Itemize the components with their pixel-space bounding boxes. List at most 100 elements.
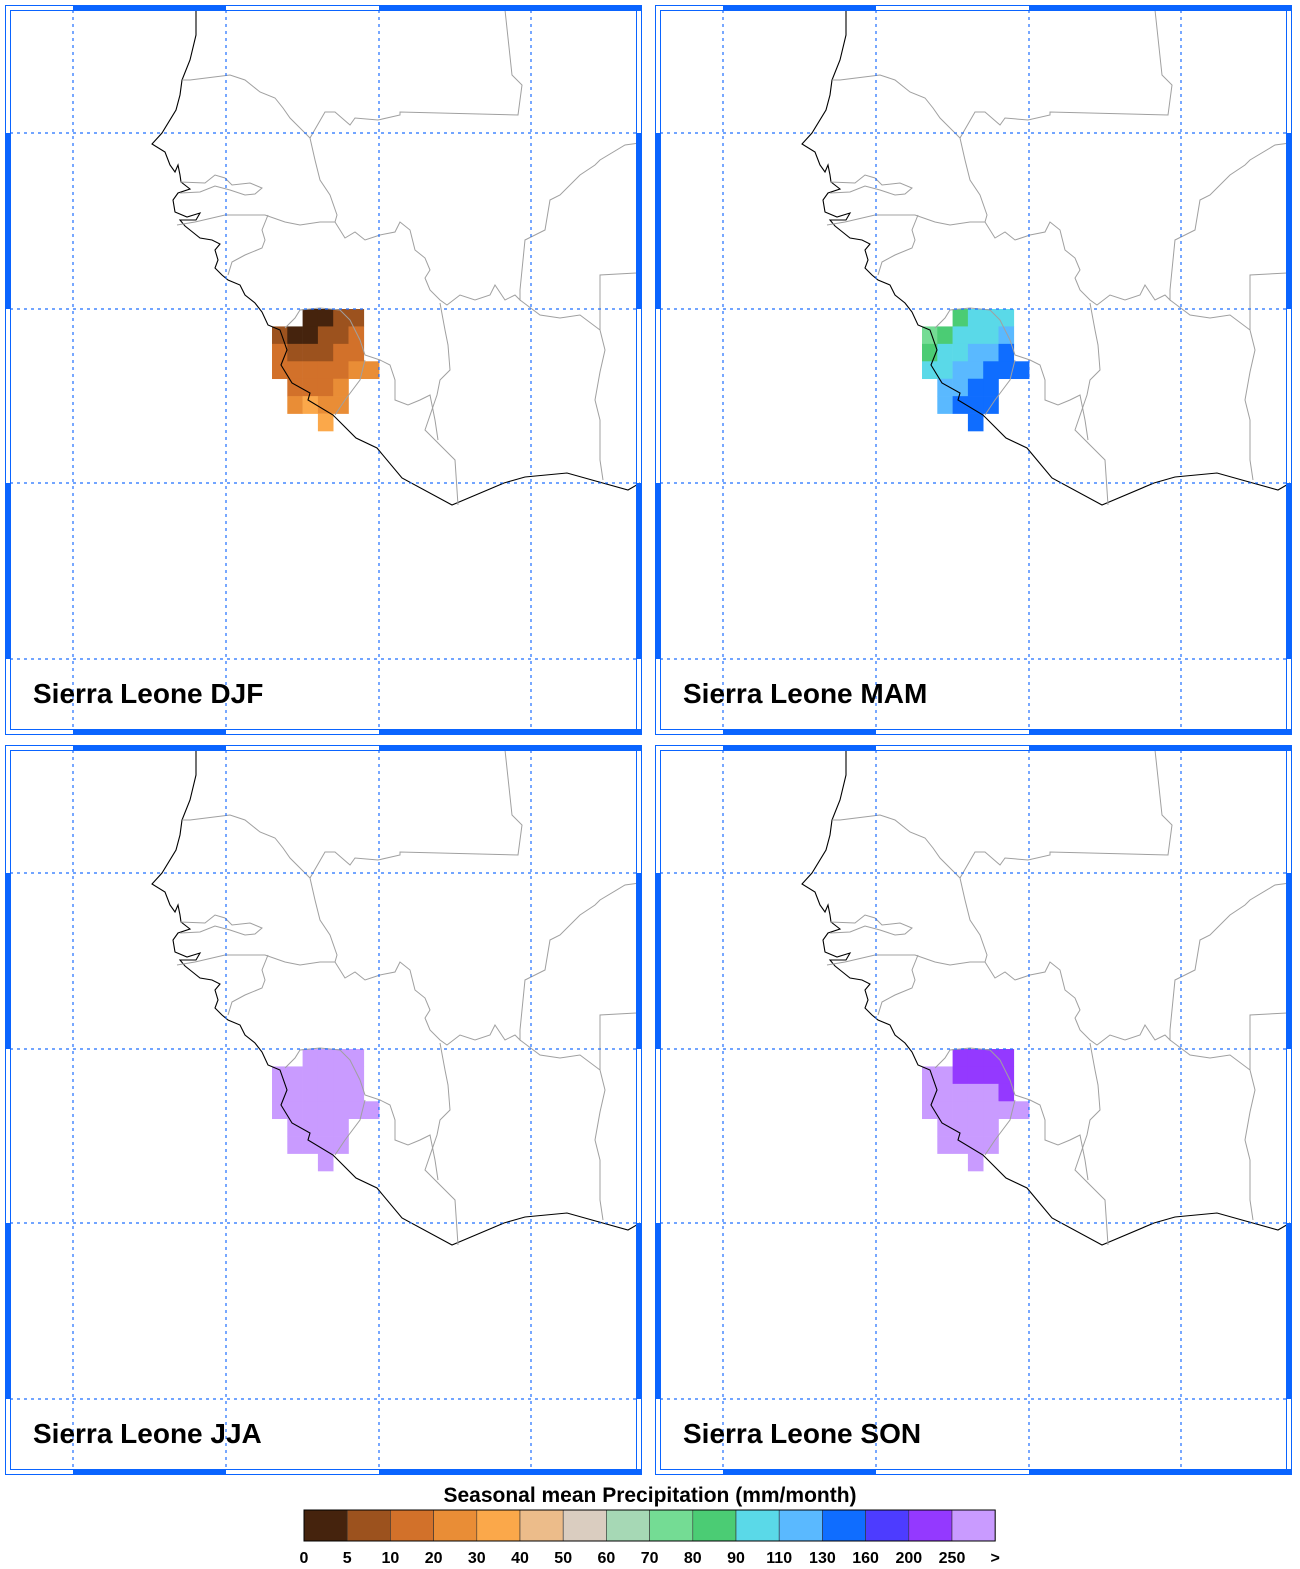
precip-cell bbox=[348, 1049, 365, 1067]
colorbar-tick-label: 200 bbox=[895, 1550, 922, 1567]
colorbar-tick-label: 60 bbox=[598, 1550, 616, 1567]
precip-cell bbox=[952, 343, 969, 362]
colorbar-swatch bbox=[649, 1509, 694, 1542]
precip-cell bbox=[302, 361, 319, 380]
precip-cell bbox=[333, 1101, 349, 1120]
precip-cell bbox=[983, 343, 999, 362]
precip-cell bbox=[937, 1083, 953, 1102]
precip-cell bbox=[333, 1118, 349, 1137]
precip-cell bbox=[317, 413, 334, 432]
colorbar-swatch bbox=[778, 1509, 823, 1542]
precip-cell bbox=[348, 309, 365, 327]
precip-cell bbox=[348, 1066, 365, 1085]
precip-cell bbox=[983, 378, 999, 397]
precip-cell bbox=[998, 361, 1015, 380]
precip-cell bbox=[937, 1118, 953, 1137]
axis-tick-bar bbox=[636, 873, 642, 1049]
precip-cell bbox=[967, 343, 984, 362]
colorbar-tick-label: 110 bbox=[766, 1550, 792, 1567]
precip-cell bbox=[302, 378, 319, 397]
precip-cell bbox=[952, 1101, 969, 1120]
precip-cell bbox=[302, 1136, 319, 1154]
colorbar-tick-label: 250 bbox=[939, 1550, 966, 1567]
precip-cell bbox=[317, 396, 334, 414]
precip-cell bbox=[333, 1066, 349, 1085]
plot-frame bbox=[10, 750, 637, 1470]
axis-tick-bar bbox=[5, 483, 11, 659]
precip-cell bbox=[272, 326, 288, 345]
precip-cell bbox=[348, 1083, 365, 1102]
precip-cell bbox=[317, 326, 334, 345]
precip-cell bbox=[348, 343, 365, 362]
axis-tick-bar bbox=[5, 1223, 11, 1399]
precip-cell bbox=[967, 1101, 984, 1120]
map-panel: Sierra Leone JJA bbox=[5, 745, 642, 1475]
colorbar: Seasonal mean Precipitation (mm/month) 0 5… bbox=[300, 1484, 1000, 1567]
precip-cell bbox=[967, 1049, 984, 1067]
precip-cell bbox=[967, 326, 984, 345]
precip-grid-cells bbox=[272, 1049, 380, 1172]
precip-cell bbox=[348, 1101, 365, 1120]
precip-cell bbox=[287, 378, 303, 397]
colorbar-swatch bbox=[951, 1509, 996, 1542]
map-panel: Sierra Leone MAM bbox=[655, 5, 1292, 735]
axis-tick-bar bbox=[636, 1223, 642, 1399]
colorbar-swatch bbox=[692, 1509, 737, 1542]
panel-title: Sierra Leone MAM bbox=[683, 678, 927, 709]
precip-cell bbox=[937, 396, 953, 414]
precip-cell bbox=[317, 1118, 334, 1137]
precip-cell bbox=[302, 326, 319, 345]
precip-cell bbox=[998, 1101, 1015, 1120]
precip-cell bbox=[272, 1066, 288, 1085]
axis-tick-bar bbox=[73, 5, 226, 11]
precip-cell bbox=[952, 1066, 969, 1085]
map-panel: Sierra Leone SON bbox=[655, 745, 1292, 1475]
axis-tick-bar bbox=[636, 133, 642, 309]
precip-cell bbox=[302, 1118, 319, 1137]
precip-cell bbox=[287, 396, 303, 414]
axis-tick-bar bbox=[655, 873, 661, 1049]
precip-cell bbox=[952, 1049, 969, 1067]
colorbar-tick-label: 20 bbox=[425, 1550, 443, 1567]
precip-cell bbox=[302, 396, 319, 414]
precip-cell bbox=[287, 361, 303, 380]
plot-frame bbox=[660, 10, 1287, 730]
precip-cell bbox=[317, 1153, 334, 1172]
precip-cell bbox=[302, 1083, 319, 1102]
precip-cell bbox=[333, 1083, 349, 1102]
axis-tick-bar bbox=[1286, 483, 1292, 659]
precip-cell bbox=[952, 326, 969, 345]
axis-tick-bar bbox=[5, 133, 11, 309]
precip-cell bbox=[287, 1101, 303, 1120]
precip-cell bbox=[967, 1118, 984, 1137]
colorbar-tick-label: 5 bbox=[343, 1550, 352, 1567]
precip-cell bbox=[333, 343, 349, 362]
precip-cell bbox=[998, 1083, 1015, 1102]
precip-cell bbox=[272, 1101, 288, 1120]
precip-cell bbox=[937, 361, 953, 380]
panel-title: Sierra Leone JJA bbox=[33, 1418, 262, 1449]
colorbar-tick-label: 10 bbox=[382, 1550, 400, 1567]
precip-cell bbox=[937, 378, 953, 397]
axis-tick-bar bbox=[379, 5, 641, 11]
precip-cell bbox=[967, 396, 984, 414]
precip-cell bbox=[302, 1101, 319, 1120]
precip-cell bbox=[998, 1066, 1015, 1085]
colorbar-tick-label: 90 bbox=[727, 1550, 745, 1567]
precip-cell bbox=[998, 326, 1015, 345]
precip-cell bbox=[967, 361, 984, 380]
precip-cell bbox=[967, 1083, 984, 1102]
colorbar-swatch bbox=[476, 1509, 521, 1542]
precip-cell bbox=[272, 361, 288, 380]
precip-cell bbox=[363, 361, 380, 380]
precip-cell bbox=[937, 343, 953, 362]
colorbar-title: Seasonal mean Precipitation (mm/month) bbox=[443, 1484, 856, 1507]
colorbar-tick-label: 40 bbox=[511, 1550, 529, 1567]
colorbar-tick-label: 160 bbox=[852, 1550, 879, 1567]
colorbar-swatch bbox=[606, 1509, 650, 1542]
panel-title: Sierra Leone DJF bbox=[33, 678, 263, 709]
panel-title: Sierra Leone SON bbox=[683, 1418, 921, 1449]
axis-tick-bar bbox=[723, 1469, 876, 1475]
plot-frame bbox=[660, 750, 1287, 1470]
axis-tick-bar bbox=[1286, 133, 1292, 309]
